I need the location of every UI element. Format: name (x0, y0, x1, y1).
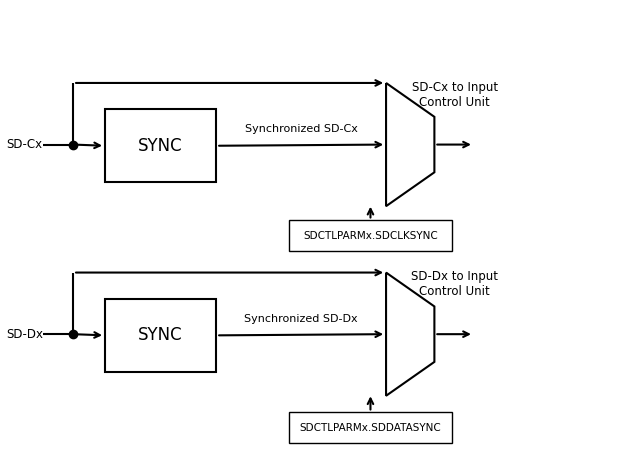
Text: Synchronized SD-Dx: Synchronized SD-Dx (244, 314, 358, 324)
Bar (289, 220, 452, 251)
Text: Synchronized SD-Cx: Synchronized SD-Cx (245, 124, 357, 134)
Bar (105, 109, 216, 182)
Text: SD-Cx to Input
Control Unit: SD-Cx to Input Control Unit (411, 81, 498, 109)
Text: SYNC: SYNC (138, 327, 183, 344)
Text: SYNC: SYNC (138, 137, 183, 155)
Text: SDCTLPARMx.SDCLKSYNC: SDCTLPARMx.SDCLKSYNC (303, 231, 438, 241)
Text: SD-Dx: SD-Dx (6, 328, 43, 341)
Bar (105, 299, 216, 372)
Text: SD-Cx: SD-Cx (6, 138, 43, 151)
Text: SDCTLPARMx.SDDATASYNC: SDCTLPARMx.SDDATASYNC (300, 423, 441, 433)
Bar (289, 412, 452, 443)
Text: SD-Dx to Input
Control Unit: SD-Dx to Input Control Unit (411, 270, 498, 299)
